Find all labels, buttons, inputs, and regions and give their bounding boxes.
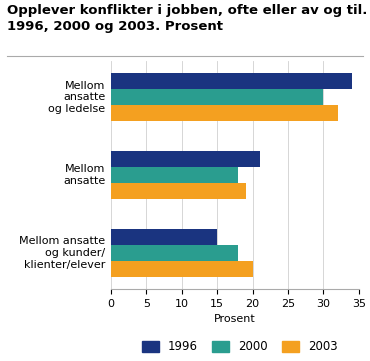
- Bar: [111, 89, 323, 105]
- Bar: [111, 151, 260, 167]
- Bar: [111, 183, 246, 199]
- Text: Opplever konflikter i jobben, ofte eller av og til.
1996, 2000 og 2003. Prosent: Opplever konflikter i jobben, ofte eller…: [7, 4, 368, 33]
- Legend: 1996, 2000, 2003: 1996, 2000, 2003: [142, 340, 338, 353]
- Bar: [111, 105, 338, 121]
- Bar: [111, 229, 217, 245]
- Bar: [111, 261, 253, 277]
- Bar: [111, 245, 239, 261]
- Bar: [111, 73, 352, 89]
- Bar: [111, 167, 239, 183]
- X-axis label: Prosent: Prosent: [214, 314, 256, 324]
